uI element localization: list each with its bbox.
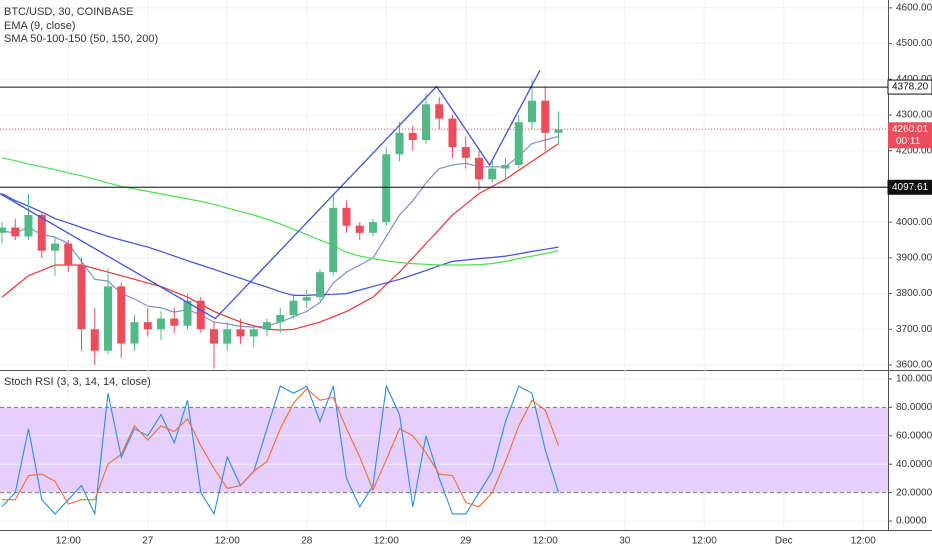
y-tick-label: 4600.00 (896, 2, 932, 13)
candle-body (302, 297, 311, 301)
candle-body (117, 286, 126, 344)
candle-body (554, 129, 563, 133)
candle-body (329, 207, 338, 273)
price-tag-label: 4097.61 (892, 182, 929, 193)
candle-body (541, 100, 550, 133)
chart-title: BTC/USD, 30, COINBASE (4, 6, 134, 18)
y-tick-label: 100.0000 (896, 374, 932, 385)
candle-body (210, 329, 218, 344)
candle-body (289, 300, 298, 315)
candle-body (37, 215, 46, 251)
x-tick-label: Dec (775, 536, 793, 547)
pane-title: Stoch RSI (3, 3, 14, 14, close) (4, 376, 151, 388)
price-tag-label: 4378.20 (892, 82, 929, 93)
candle-body (382, 154, 391, 223)
indicator-label: EMA (9, close) (4, 20, 76, 32)
y-tick-label: 60.0000 (896, 430, 932, 441)
x-tick-label: 12:00 (692, 536, 717, 547)
trend-drawing (0, 70, 541, 320)
countdown-label: 00:11 (896, 136, 921, 147)
x-tick-label: 28 (301, 536, 313, 547)
y-tick-label: 4500.00 (896, 38, 932, 49)
y-tick-label: 4400.00 (896, 74, 932, 85)
candle-body (77, 265, 86, 330)
candle-body (170, 318, 179, 326)
indicator-line (2, 388, 560, 508)
price-pane (0, 70, 563, 369)
candle-body (461, 147, 470, 158)
candle-body (408, 132, 417, 140)
y-tick-label: 4200.00 (896, 145, 932, 156)
x-tick-label: 12:00 (374, 536, 399, 547)
candle-body (143, 322, 152, 330)
candle-body (0, 227, 6, 233)
indicator-line (1, 384, 560, 516)
candle-body (24, 215, 33, 237)
candle-body (51, 243, 59, 251)
y-tick-label: 3600.00 (896, 360, 932, 371)
rsi-pane (1, 384, 560, 516)
y-tick-label: 20.0000 (896, 487, 932, 498)
y-tick-label: 0.0000 (896, 516, 927, 527)
candle-body (395, 132, 404, 155)
candle-body (263, 322, 271, 330)
y-tick-label: 3900.00 (896, 252, 932, 263)
y-tick-label: 4300.00 (896, 110, 932, 121)
candle-body (196, 300, 205, 330)
x-tick-label: 27 (142, 536, 154, 547)
candle-body (355, 225, 364, 233)
candle-body (528, 100, 536, 123)
x-tick-label: 12:00 (56, 536, 81, 547)
indicator-line (1, 157, 559, 266)
candle-body (90, 329, 99, 351)
candle-body (183, 300, 192, 326)
candle-body (475, 157, 483, 180)
price-tag (887, 79, 932, 95)
x-tick-label: 12:00 (533, 536, 558, 547)
candle-body (488, 168, 497, 180)
price-tag (887, 179, 932, 195)
candle-body (316, 272, 324, 298)
x-tick-label: 12:00 (851, 536, 876, 547)
y-tick-label: 3800.00 (896, 288, 932, 299)
indicator-line (1, 193, 559, 296)
x-tick-label: 30 (619, 536, 631, 547)
candle-body (501, 165, 510, 169)
candle-body (130, 322, 139, 344)
candle-body (223, 329, 232, 344)
candle-body (11, 227, 20, 237)
y-tick-label: 80.0000 (896, 402, 932, 413)
candle-body (64, 243, 73, 265)
candle-body (422, 104, 430, 140)
band-fill (0, 407, 888, 493)
y-tick-label: 40.0000 (896, 459, 932, 470)
candle-body (342, 207, 351, 226)
last-price-tag (888, 122, 932, 149)
x-tick-label: 12:00 (215, 536, 240, 547)
x-tick-label: 29 (460, 536, 472, 547)
candle-body (276, 315, 285, 323)
candle-body (448, 118, 457, 148)
indicator-label: SMA 50-100-150 (50, 150, 200) (4, 33, 158, 45)
y-tick-label: 4000.00 (896, 217, 932, 228)
candle-body (369, 222, 377, 233)
candle-body (236, 329, 245, 337)
candle-body (157, 318, 165, 330)
candle-body (435, 104, 444, 119)
candle-body (514, 122, 523, 165)
last-price-label: 4260.01 (892, 124, 929, 135)
candle-body (249, 329, 258, 337)
y-tick-label: 3700.00 (896, 324, 932, 335)
candle-body (104, 286, 112, 351)
